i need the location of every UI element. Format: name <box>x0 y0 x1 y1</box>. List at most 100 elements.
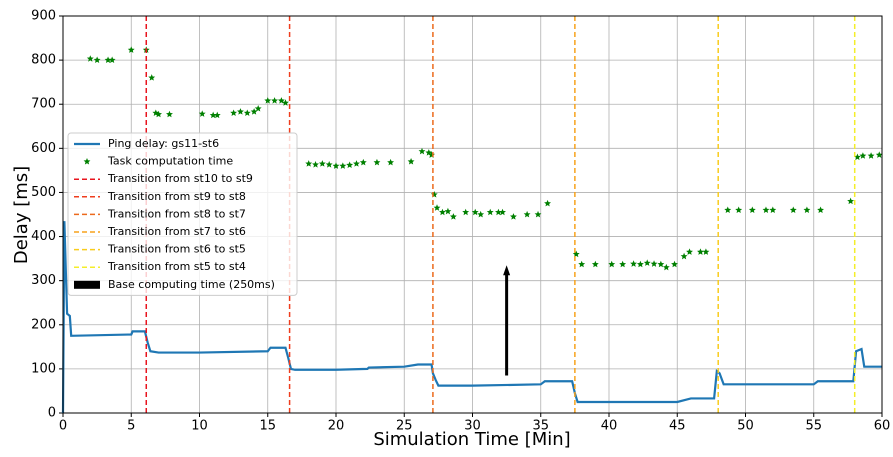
legend-swatch <box>74 280 100 289</box>
legend-box <box>67 132 298 296</box>
star-point <box>243 109 251 116</box>
star-point <box>499 208 506 216</box>
star-point <box>418 147 426 155</box>
y-tick-label: 700 <box>31 97 56 112</box>
y-axis-label: Delay [ms] <box>11 166 32 264</box>
star-point <box>657 260 665 268</box>
star-point <box>495 208 502 216</box>
y-tick-label: 0 <box>48 406 56 421</box>
legend-label: Transition from st9 to st8 <box>107 190 246 203</box>
star-point <box>854 153 861 161</box>
star-point <box>748 206 756 213</box>
y-tick-label: 500 <box>31 185 56 200</box>
legend: Ping delay: gs11-st6 Task computation tim… <box>67 132 298 296</box>
star-point <box>148 74 156 81</box>
star-point <box>213 111 221 119</box>
star-point <box>318 160 326 167</box>
y-tick-label: 300 <box>31 273 56 288</box>
star-point <box>735 206 743 213</box>
star-point <box>373 158 381 166</box>
star-point <box>477 210 485 218</box>
x-tick-label: 45 <box>669 419 686 434</box>
star-point <box>636 260 644 268</box>
star-point <box>433 204 441 211</box>
star-point <box>439 208 446 216</box>
y-tick-label: 400 <box>31 229 56 244</box>
legend-swatch <box>83 158 91 165</box>
x-tick-label: 35 <box>532 419 549 434</box>
star-point <box>339 162 347 169</box>
star-point <box>762 206 770 213</box>
star-point <box>510 213 517 220</box>
x-tick-label: 5 <box>127 419 135 434</box>
star-point <box>353 160 360 167</box>
star-point <box>282 99 289 106</box>
star-point <box>578 260 586 268</box>
star-point <box>671 260 678 268</box>
star-point <box>230 109 238 116</box>
star-point <box>847 197 855 205</box>
x-tick-label: 50 <box>737 419 754 434</box>
star-point <box>264 97 272 104</box>
star-point <box>867 152 875 159</box>
star-point <box>859 152 867 159</box>
star-point <box>769 206 777 213</box>
star-point <box>209 111 217 119</box>
star-point <box>534 210 542 218</box>
star-point <box>198 110 206 117</box>
star-point <box>312 161 319 168</box>
star-point <box>817 206 824 213</box>
star-point <box>387 158 395 166</box>
legend-label: Base computing time (250ms) <box>108 278 275 291</box>
star-point <box>572 250 580 258</box>
star-point <box>254 105 262 112</box>
x-tick-label: 40 <box>601 419 618 434</box>
star-point <box>325 161 333 168</box>
star-point <box>803 206 811 213</box>
star-point <box>697 248 704 255</box>
star-point <box>237 108 244 115</box>
star-point <box>591 260 599 268</box>
star-point <box>271 97 278 104</box>
star-point <box>702 248 710 255</box>
x-tick-label: 20 <box>328 419 345 434</box>
star-point <box>619 260 627 268</box>
y-tick-label: 600 <box>31 141 56 156</box>
star-point <box>462 208 470 216</box>
star-point <box>332 162 340 169</box>
star-point <box>166 110 173 118</box>
x-tick-label: 10 <box>191 419 208 434</box>
star-point <box>444 207 452 215</box>
plot-frame <box>62 15 883 414</box>
star-point <box>486 208 494 216</box>
star-point <box>789 206 797 213</box>
star-point <box>662 263 670 271</box>
y-tick-label: 100 <box>31 361 56 376</box>
y-tick-label: 200 <box>31 317 56 332</box>
star-point <box>449 213 457 220</box>
star-point <box>155 110 162 118</box>
star-point <box>407 157 415 165</box>
star-point <box>630 260 637 267</box>
legend-label: Task computation time <box>107 155 233 168</box>
x-tick-label: 15 <box>259 419 276 434</box>
legend-label: Ping delay: gs11-st6 <box>108 137 219 150</box>
legend-label: Transition from st10 to st9 <box>107 172 253 185</box>
star-point <box>680 252 688 260</box>
star-point <box>686 248 693 255</box>
star-point <box>608 260 616 268</box>
star-point <box>104 56 112 64</box>
x-tick-label: 60 <box>874 419 891 434</box>
x-tick-label: 25 <box>396 419 413 434</box>
legend-label: Transition from st6 to st5 <box>107 243 246 256</box>
legend-label: Transition from st5 to st4 <box>107 260 246 273</box>
star-point <box>346 161 354 169</box>
arrow <box>503 265 511 376</box>
y-tick-label: 900 <box>31 9 56 24</box>
star-point <box>93 56 101 64</box>
y-tick-label: 800 <box>31 53 56 68</box>
star-point <box>650 260 658 267</box>
star-point <box>108 56 116 64</box>
star-point <box>523 210 531 218</box>
star-point <box>305 160 313 167</box>
